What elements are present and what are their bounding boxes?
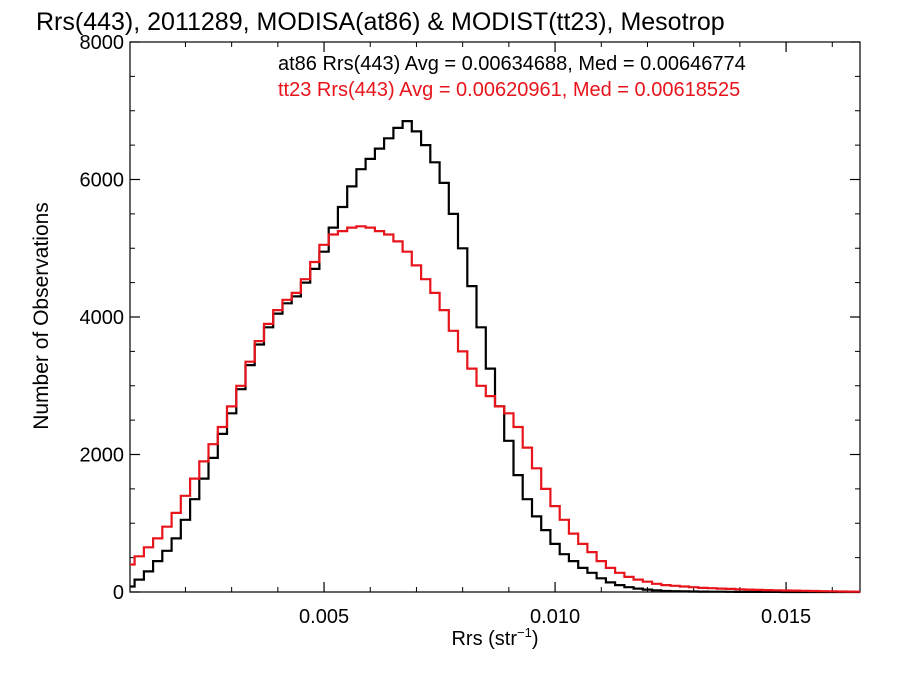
series-at86-histogram xyxy=(130,120,860,594)
y-tick-label: 0 xyxy=(113,582,124,604)
plot-frame xyxy=(129,41,861,593)
y-tick-label: 6000 xyxy=(80,170,125,192)
chart-title: Rrs(443), 2011289, MODISA(at86) & MODIST… xyxy=(36,8,725,36)
y-axis-label-text: Number of Observations xyxy=(30,202,53,430)
legend-entry-red: tt23 Rrs(443) Avg = 0.00620961, Med = 0.… xyxy=(278,79,740,101)
plot-border xyxy=(129,41,861,593)
y-tick-label: 8000 xyxy=(80,32,125,54)
x-axis-label-close: ) xyxy=(532,628,539,650)
series-layer xyxy=(130,120,860,594)
x-axis-label-main: Rrs (str xyxy=(451,628,517,650)
legend-entry-black: at86 Rrs(443) Avg = 0.00634688, Med = 0.… xyxy=(278,53,746,75)
y-tick-label: 4000 xyxy=(80,307,125,329)
x-tick-label: 0.015 xyxy=(761,606,811,628)
x-tick-label: 0.010 xyxy=(530,606,580,628)
x-tick-label: 0.005 xyxy=(299,606,349,628)
y-axis-label: Number of Observations xyxy=(30,202,53,430)
x-axis-label-superscript: −1 xyxy=(517,625,532,640)
y-tick-label: 2000 xyxy=(80,445,125,467)
x-axis-label: Rrs (str−1) xyxy=(451,625,538,650)
series-tt23-histogram xyxy=(130,225,860,593)
axis-ticks: 0.005 0.010 0.015 0 2000 4000 6000 8000 xyxy=(80,32,860,628)
